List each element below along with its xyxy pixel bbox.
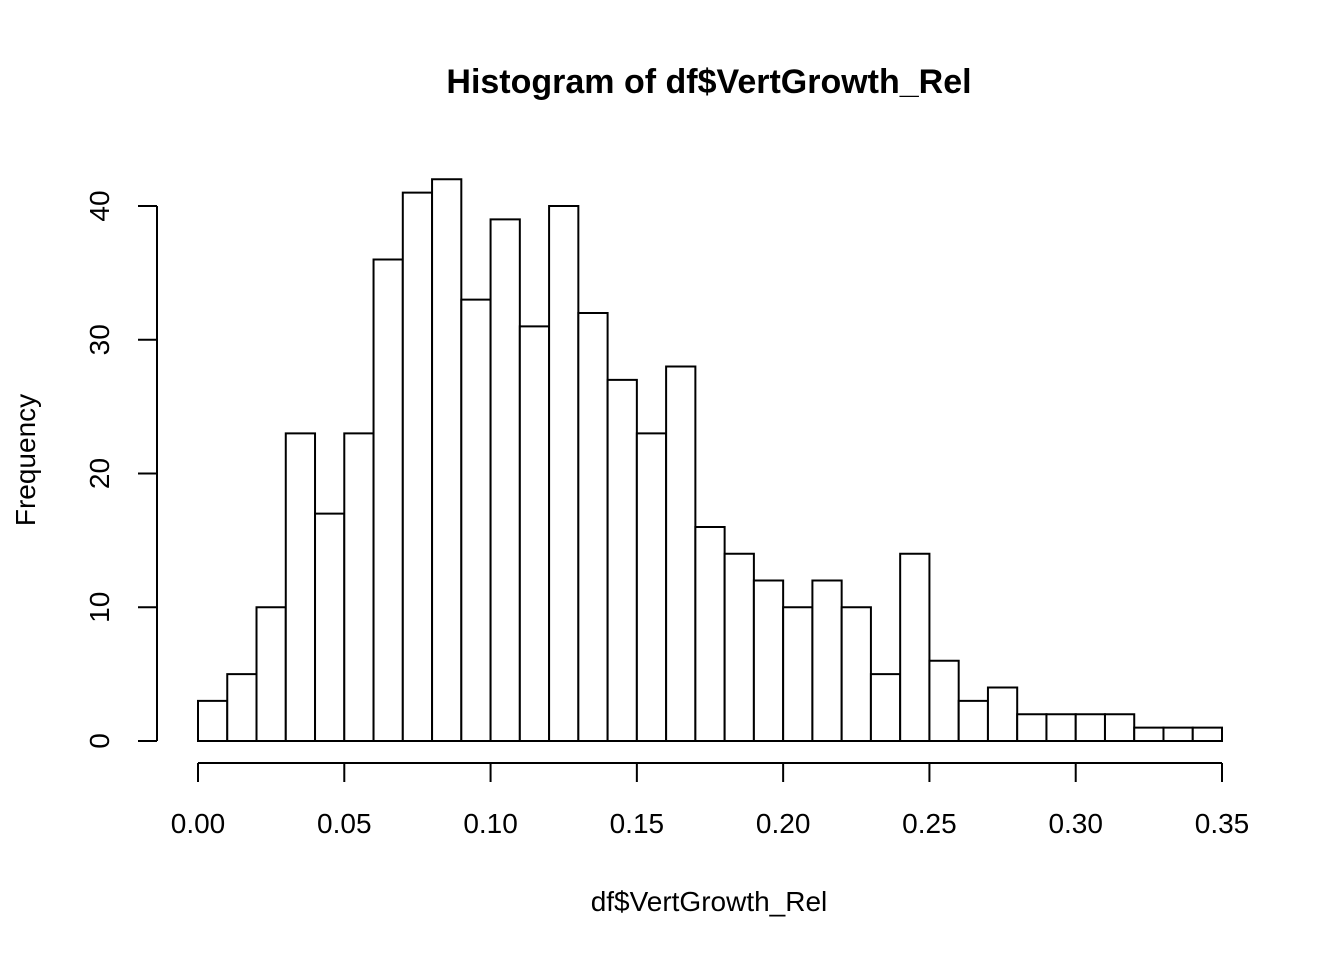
histogram-bar: [489, 218, 521, 742]
histogram-bar: [548, 205, 580, 742]
histogram-bar: [752, 579, 785, 742]
histogram-bar: [226, 673, 258, 742]
x-tick-label: 0.05: [317, 808, 372, 839]
histogram-bar: [840, 606, 872, 742]
y-tick-label: 10: [84, 592, 115, 623]
histogram-bar: [1045, 713, 1077, 742]
x-tick-label: 0.10: [463, 808, 518, 839]
histogram-bar: [928, 659, 960, 742]
histogram-bar: [869, 673, 902, 742]
y-axis-label: Frequency: [10, 394, 41, 526]
x-tick-label: 0.25: [902, 808, 957, 839]
histogram-bar: [986, 686, 1019, 742]
histogram-bar: [401, 191, 434, 742]
y-tick-label: 0: [84, 733, 115, 749]
histogram-bar: [577, 312, 609, 742]
chart-title: Histogram of df$VertGrowth_Rel: [446, 63, 971, 101]
histogram-bar: [635, 432, 668, 742]
histogram-bar: [957, 699, 989, 742]
histogram-bar: [284, 432, 317, 742]
y-tick-label: 40: [84, 190, 115, 221]
y-axis: 0 10 20 30 40: [84, 190, 158, 749]
histogram-bar: [782, 606, 814, 742]
x-tick-label: 0.15: [610, 808, 665, 839]
x-tick-label: 0.30: [1048, 808, 1103, 839]
histogram-bar: [343, 432, 375, 742]
bars-group: [197, 178, 1223, 742]
histogram-bar: [811, 579, 843, 742]
x-axis-label: df$VertGrowth_Rel: [591, 886, 828, 917]
y-tick-label: 30: [84, 324, 115, 355]
histogram-bar: [1074, 713, 1106, 742]
x-tick-label: 0.35: [1195, 808, 1250, 839]
histogram-bar: [1133, 726, 1165, 742]
histogram-bar: [665, 365, 697, 742]
histogram-bar: [899, 552, 931, 742]
histogram-bar: [197, 699, 229, 742]
histogram-bar: [460, 298, 492, 742]
x-axis: 0.00 0.05 0.10 0.15 0.20 0.25 0.30 0.35: [171, 762, 1250, 839]
x-tick-label: 0.00: [171, 808, 226, 839]
histogram-bar: [431, 178, 463, 742]
x-tick-label: 0.20: [756, 808, 811, 839]
histogram-bar: [606, 378, 638, 742]
histogram-bar: [1016, 713, 1048, 742]
histogram-bar: [694, 526, 726, 742]
histogram-bar: [723, 552, 755, 742]
histogram-bar: [1162, 726, 1194, 742]
histogram-bar: [255, 606, 287, 742]
histogram-bar: [518, 325, 551, 742]
histogram-bar: [314, 512, 346, 742]
histogram-bar: [1191, 726, 1223, 742]
y-tick-label: 20: [84, 458, 115, 489]
histogram-bar: [1103, 713, 1136, 742]
histogram-bar: [372, 258, 404, 742]
